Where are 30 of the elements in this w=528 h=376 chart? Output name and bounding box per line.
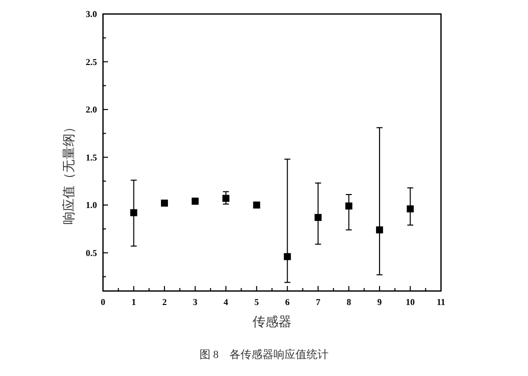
point xyxy=(253,202,260,209)
x-tick-label: 3 xyxy=(192,297,198,307)
x-tick-label: 4 xyxy=(224,297,229,307)
y-tick-label: 1.0 xyxy=(86,200,98,210)
x-tick-label: 2 xyxy=(162,297,168,307)
y-tick-label: 3.0 xyxy=(86,9,98,19)
x-tick-label: 1 xyxy=(131,297,136,307)
point xyxy=(345,202,352,210)
caption: 图 8 各传感器响应值统计 xyxy=(199,348,329,361)
point xyxy=(314,214,322,221)
x-tick-label: 8 xyxy=(346,297,352,307)
y-tick-label: 0.5 xyxy=(86,248,98,258)
point xyxy=(222,194,230,202)
point xyxy=(376,226,384,234)
x-tick-label: 11 xyxy=(436,297,446,307)
point xyxy=(284,253,291,260)
x-tick-label: 6 xyxy=(285,297,290,307)
x-tick-label: 10 xyxy=(406,297,416,307)
x-tick-label: 5 xyxy=(254,297,260,307)
x-axis-title: 传感器 xyxy=(252,314,292,329)
x-tick-label: 9 xyxy=(377,297,382,307)
point xyxy=(130,209,138,216)
y-axis-title: 响应值（无量纲） xyxy=(61,120,76,224)
point xyxy=(406,205,414,212)
x-tick-label: 0 xyxy=(100,297,106,307)
y-tick-label: 2.0 xyxy=(86,104,98,115)
y-tick-label: 2.5 xyxy=(86,56,98,67)
point xyxy=(160,200,168,207)
y-tick-label: 1.5 xyxy=(86,152,98,162)
x-tick-label: 7 xyxy=(316,297,321,307)
